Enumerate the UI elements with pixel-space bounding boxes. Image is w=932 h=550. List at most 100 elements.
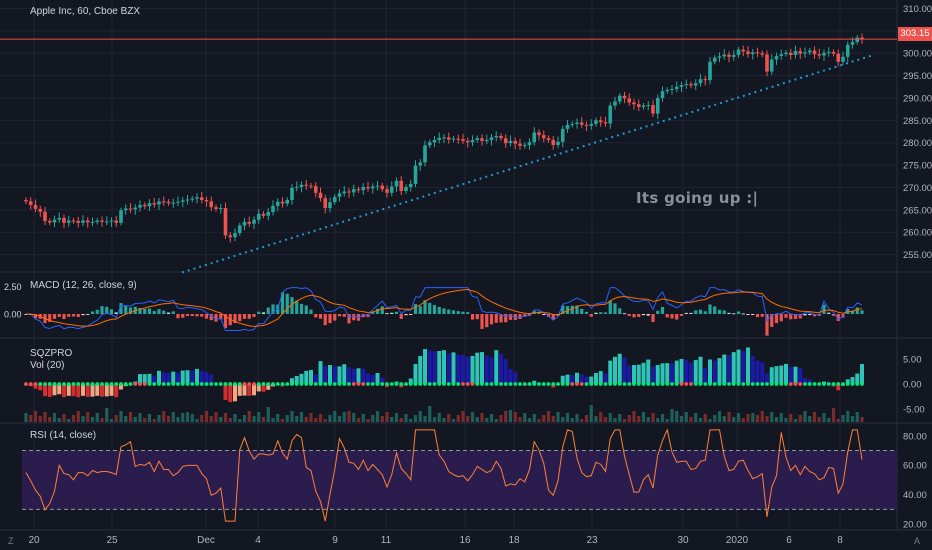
volume-bar xyxy=(480,413,484,422)
momentum-bar xyxy=(142,374,147,384)
squeeze-dot xyxy=(627,382,632,386)
macd-histogram-bar xyxy=(380,306,384,314)
volume-bar xyxy=(295,416,299,422)
corner-icon-left[interactable]: Z xyxy=(8,536,14,546)
volume-bar xyxy=(95,413,99,422)
candle-body xyxy=(765,54,769,72)
momentum-bar xyxy=(204,372,209,384)
corner-icon-right[interactable]: A xyxy=(914,536,920,546)
squeeze-dot xyxy=(114,382,119,386)
macd-histogram-bar xyxy=(850,310,855,314)
macd-histogram-bar xyxy=(774,314,779,324)
x-axis-label: 23 xyxy=(586,535,598,546)
candle-body xyxy=(446,137,451,140)
macd-axis-label: 0.00 xyxy=(4,310,22,320)
macd-histogram-bar xyxy=(337,314,342,317)
momentum-bar xyxy=(304,370,309,384)
candle-body xyxy=(822,52,826,56)
macd-histogram-bar xyxy=(542,314,546,315)
volume-bar xyxy=(86,412,90,422)
macd-pane[interactable] xyxy=(24,287,864,336)
momentum-bar xyxy=(432,351,437,384)
candle-body xyxy=(579,122,584,125)
macd-histogram-bar xyxy=(290,297,294,314)
annotation-text[interactable]: Its going up :| xyxy=(636,189,759,207)
sqz-pane[interactable] xyxy=(24,347,864,422)
candle-body xyxy=(651,105,655,114)
x-axis-label: 6 xyxy=(786,535,792,546)
macd-histogram-bar xyxy=(57,314,61,317)
candle-body xyxy=(627,98,632,103)
macd-histogram-bar xyxy=(200,314,204,317)
volume-bar xyxy=(451,419,456,422)
candle-body xyxy=(684,84,689,86)
volume-bar xyxy=(57,418,61,422)
rsi-band xyxy=(22,450,897,510)
candle-body xyxy=(598,120,603,123)
squeeze-dot xyxy=(313,382,318,386)
squeeze-dot xyxy=(337,382,342,386)
macd-histogram-bar xyxy=(651,314,655,322)
candle-body xyxy=(342,191,347,194)
macd-histogram-bar xyxy=(233,314,237,323)
momentum-bar xyxy=(636,364,641,384)
momentum-bar xyxy=(427,350,432,384)
rsi-title: RSI (14, close) xyxy=(30,430,97,441)
momentum-bar xyxy=(461,354,465,384)
candle-body xyxy=(788,52,793,56)
candle-body xyxy=(66,220,71,223)
squeeze-dot xyxy=(33,382,38,386)
candle-body xyxy=(660,91,665,98)
squeeze-dot xyxy=(294,382,299,386)
momentum-bar xyxy=(674,360,679,384)
macd-histogram-bar xyxy=(637,314,641,317)
macd-histogram-bar xyxy=(404,314,408,316)
macd-histogram-bar xyxy=(746,314,750,315)
volume-bar xyxy=(266,407,270,422)
volume-bar xyxy=(204,411,209,422)
squeeze-dot xyxy=(755,382,760,386)
trend-line xyxy=(181,54,873,274)
macd-histogram-bar xyxy=(71,314,76,317)
momentum-bar xyxy=(252,384,256,396)
squeeze-dot xyxy=(769,382,774,386)
squeeze-dot xyxy=(689,382,693,386)
candle-body xyxy=(62,217,66,223)
squeeze-dot xyxy=(81,382,85,386)
volume-bar xyxy=(242,415,247,422)
squeeze-dot xyxy=(71,382,76,386)
momentum-bar xyxy=(603,373,608,384)
macd-histogram-bar xyxy=(399,314,403,319)
candle-body xyxy=(418,162,423,166)
squeeze-dot xyxy=(432,382,437,386)
momentum-bar xyxy=(689,362,693,384)
squeeze-dot xyxy=(727,382,731,386)
squeeze-dot xyxy=(746,382,750,386)
momentum-bar xyxy=(584,376,589,384)
macd-histogram-bar xyxy=(603,312,608,314)
macd-histogram-bar xyxy=(489,314,494,325)
squeeze-dot xyxy=(318,382,323,386)
candle-body xyxy=(508,140,513,144)
macd-histogram-bar xyxy=(190,314,194,317)
volume-bar xyxy=(81,416,85,422)
sqz-axis-label: 0.00 xyxy=(903,380,922,391)
macd-title: MACD (12, 26, close, 9) xyxy=(30,280,137,291)
volume-bar xyxy=(152,419,156,422)
x-axis-label: 8 xyxy=(837,535,843,546)
x-axis-label: 30 xyxy=(677,535,689,546)
candle-body xyxy=(841,56,845,62)
momentum-bar xyxy=(670,363,674,384)
candle-body xyxy=(679,84,684,87)
macd-histogram-bar xyxy=(128,307,133,314)
squeeze-dot xyxy=(584,382,589,386)
rsi-pane[interactable] xyxy=(22,428,897,522)
volume-bar xyxy=(304,417,308,422)
price-pane[interactable] xyxy=(0,33,897,274)
candle-body xyxy=(294,187,299,189)
momentum-bar xyxy=(565,374,570,384)
macd-histogram-bar xyxy=(447,309,451,314)
candle-body xyxy=(408,183,413,188)
